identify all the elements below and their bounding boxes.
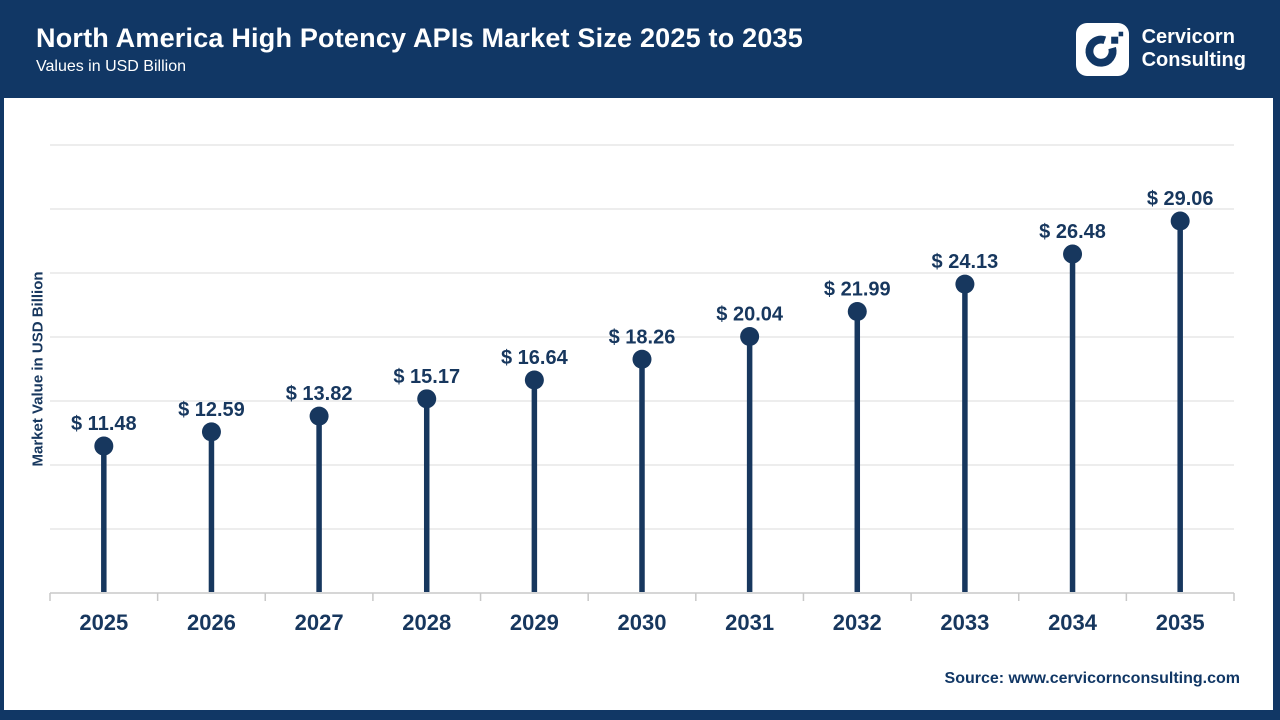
header-bar: North America High Potency APIs Market S…	[0, 0, 1280, 98]
year-label: 2025	[79, 610, 128, 635]
source-text: Source: www.cervicornconsulting.com	[944, 670, 1240, 687]
cervicorn-logo-icon	[1075, 22, 1129, 76]
year-label: 2029	[510, 610, 559, 635]
left-border	[0, 0, 4, 720]
year-label: 2033	[940, 610, 989, 635]
year-label: 2027	[295, 610, 344, 635]
year-label: 2034	[1048, 610, 1098, 635]
year-label: 2031	[725, 610, 774, 635]
data-point	[524, 370, 544, 390]
value-label: $ 15.17	[393, 366, 460, 388]
data-point	[740, 326, 760, 346]
value-label: $ 26.48	[1039, 221, 1106, 243]
brand-wordmark: Cervicorn Consulting	[1142, 26, 1246, 72]
data-point	[201, 422, 221, 442]
year-label: 2026	[187, 610, 236, 635]
year-label: 2028	[402, 610, 451, 635]
brand-line2: Consulting	[1141, 49, 1246, 71]
data-point	[632, 349, 652, 369]
value-label: $ 11.48	[71, 413, 137, 435]
data-point	[1063, 244, 1083, 264]
brand-line1: Cervicorn	[1141, 26, 1235, 48]
y-axis-title: Market Value in USD Billion	[29, 271, 47, 467]
value-label: $ 29.06	[1147, 188, 1214, 210]
data-point	[417, 389, 437, 409]
brand-logo: Cervicorn Consulting	[1075, 22, 1246, 76]
data-point	[847, 302, 867, 322]
year-label: 2030	[618, 610, 667, 635]
value-label: $ 24.13	[932, 251, 999, 273]
header-titles: North America High Potency APIs Market S…	[36, 22, 803, 77]
page-title: North America High Potency APIs Market S…	[36, 22, 803, 53]
right-border	[1273, 0, 1280, 720]
value-label: $ 12.59	[178, 399, 245, 421]
value-label: $ 18.26	[609, 326, 676, 348]
value-label: $ 21.99	[824, 279, 891, 301]
page-subtitle: Values in USD Billion	[36, 58, 186, 76]
value-label: $ 16.64	[501, 347, 569, 369]
year-label: 2032	[833, 610, 882, 635]
value-label: $ 13.82	[286, 383, 353, 405]
bottom-accent-bar	[0, 710, 1280, 720]
data-point	[955, 274, 975, 294]
data-point	[94, 436, 114, 456]
data-point	[1170, 211, 1190, 231]
data-point	[309, 406, 329, 426]
value-label: $ 20.04	[716, 303, 784, 325]
year-label: 2035	[1156, 610, 1205, 635]
